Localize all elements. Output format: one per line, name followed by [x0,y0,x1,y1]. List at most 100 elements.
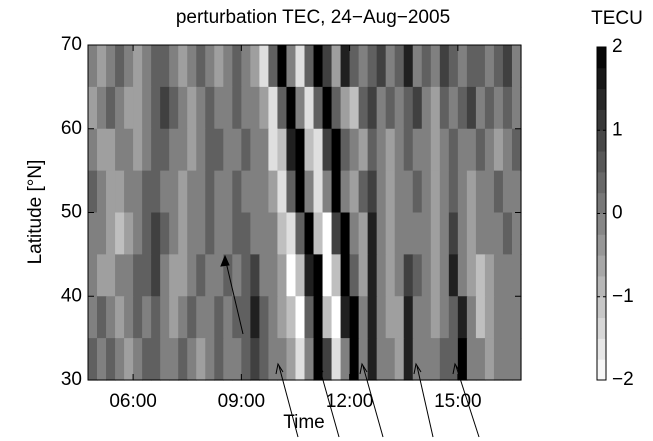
heat-cell [493,338,504,381]
heat-cell [214,296,224,339]
heat-cell [187,45,197,88]
heat-cell [142,254,152,297]
heat-cell [241,86,251,130]
heat-cell [466,338,477,381]
heat-cell [178,338,188,381]
heat-cell [448,86,459,130]
heat-cell [250,338,260,381]
heat-cell [214,86,224,130]
heat-cell [124,128,134,172]
heat-cell [448,170,459,214]
heat-cell [160,128,170,172]
heat-cell [169,296,179,339]
arrow-head [315,362,324,375]
heat-cell [205,86,215,130]
heat-cell [502,254,513,297]
arrow-head [359,362,368,375]
heat-cell [403,86,414,130]
heat-cell [502,296,513,339]
colorbar-step [597,234,606,256]
heat-cell [160,45,170,88]
heat-cell [304,296,315,339]
heat-cell [160,296,170,339]
colorbar-step [597,171,606,194]
heat-cell [97,338,107,381]
heat-cell [142,338,152,381]
heat-cell [106,170,116,214]
heat-cell [268,170,279,214]
heat-cell [475,212,486,255]
heat-cell [169,128,179,172]
heat-cell [358,170,369,214]
heat-cell [268,212,279,255]
heat-cell [349,338,360,381]
heat-cell [277,254,288,297]
heat-cell [232,170,242,214]
heat-cell [196,212,206,255]
heat-cell [322,170,333,214]
heat-cell [376,86,387,130]
heat-cell [511,254,522,297]
heat-cell [322,254,333,297]
heat-cell [232,45,242,88]
heat-cell [358,45,369,88]
heat-cell [313,86,324,130]
colorbar-step [597,296,606,319]
heat-cell [403,45,414,88]
heat-cell [394,128,405,172]
heat-cell [115,170,125,214]
heat-cell [295,338,306,381]
heat-cell [124,254,134,297]
heat-cell [124,170,134,214]
heat-cell [223,296,233,339]
heat-cell [466,254,477,297]
heat-cell [259,254,270,297]
heat-cell [241,338,251,381]
heat-cell [376,170,387,214]
heat-cell [142,170,152,214]
heat-cell [277,170,288,214]
heat-cell [88,296,98,339]
heat-cell [367,296,378,339]
heat-cell [385,296,396,339]
heat-cell [295,86,306,130]
colorbar-step [597,151,606,173]
heat-cell [475,296,486,339]
heat-cell [196,338,206,381]
heat-cell [385,170,396,214]
heat-cell [376,45,387,88]
heat-cell [367,45,378,88]
heat-cell [511,338,522,381]
chart-title: perturbation TEC, 24−Aug−2005 [176,7,450,28]
arrow-head [275,362,284,375]
heat-cell [313,45,324,88]
heat-cell [502,170,513,214]
heat-cell [403,212,414,255]
heat-cell [250,86,260,130]
heat-cell [232,338,242,381]
heat-cell [223,86,233,130]
heat-cell [484,212,495,255]
heat-cell [286,212,297,255]
heat-cell [412,212,423,255]
arrow-head [452,362,461,375]
heat-cell [169,86,179,130]
heat-cell [295,254,306,297]
heat-cell [322,128,333,172]
heat-cell [250,170,260,214]
heat-cell [385,86,396,130]
colorbar-step [597,359,606,381]
heat-cell [196,45,206,88]
heat-cell [133,128,143,172]
heat-cell [484,170,495,214]
heat-cell [511,86,522,130]
heat-cell [304,170,315,214]
heat-cell [169,212,179,255]
heat-cell [115,128,125,172]
y-tick-label: 70 [61,34,82,55]
heat-cell [421,45,432,88]
heat-cell [340,212,351,255]
heat-cell [484,338,495,381]
colorbar: −2 −1 0 1 2 [596,36,634,390]
